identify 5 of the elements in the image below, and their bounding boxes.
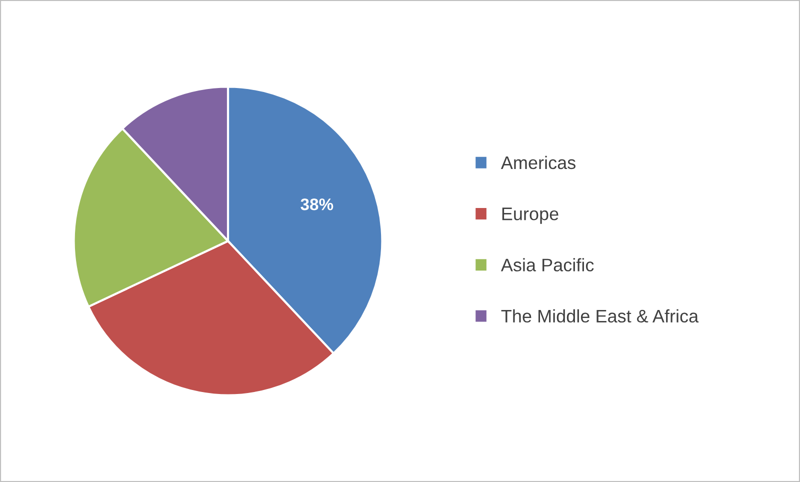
legend-label: Americas xyxy=(500,156,576,170)
data-label: 38% xyxy=(300,198,334,210)
legend-label: Asia Pacific xyxy=(500,258,594,272)
legend-label: The Middle East & Africa xyxy=(501,309,699,323)
legend-label: Europe xyxy=(502,208,558,224)
